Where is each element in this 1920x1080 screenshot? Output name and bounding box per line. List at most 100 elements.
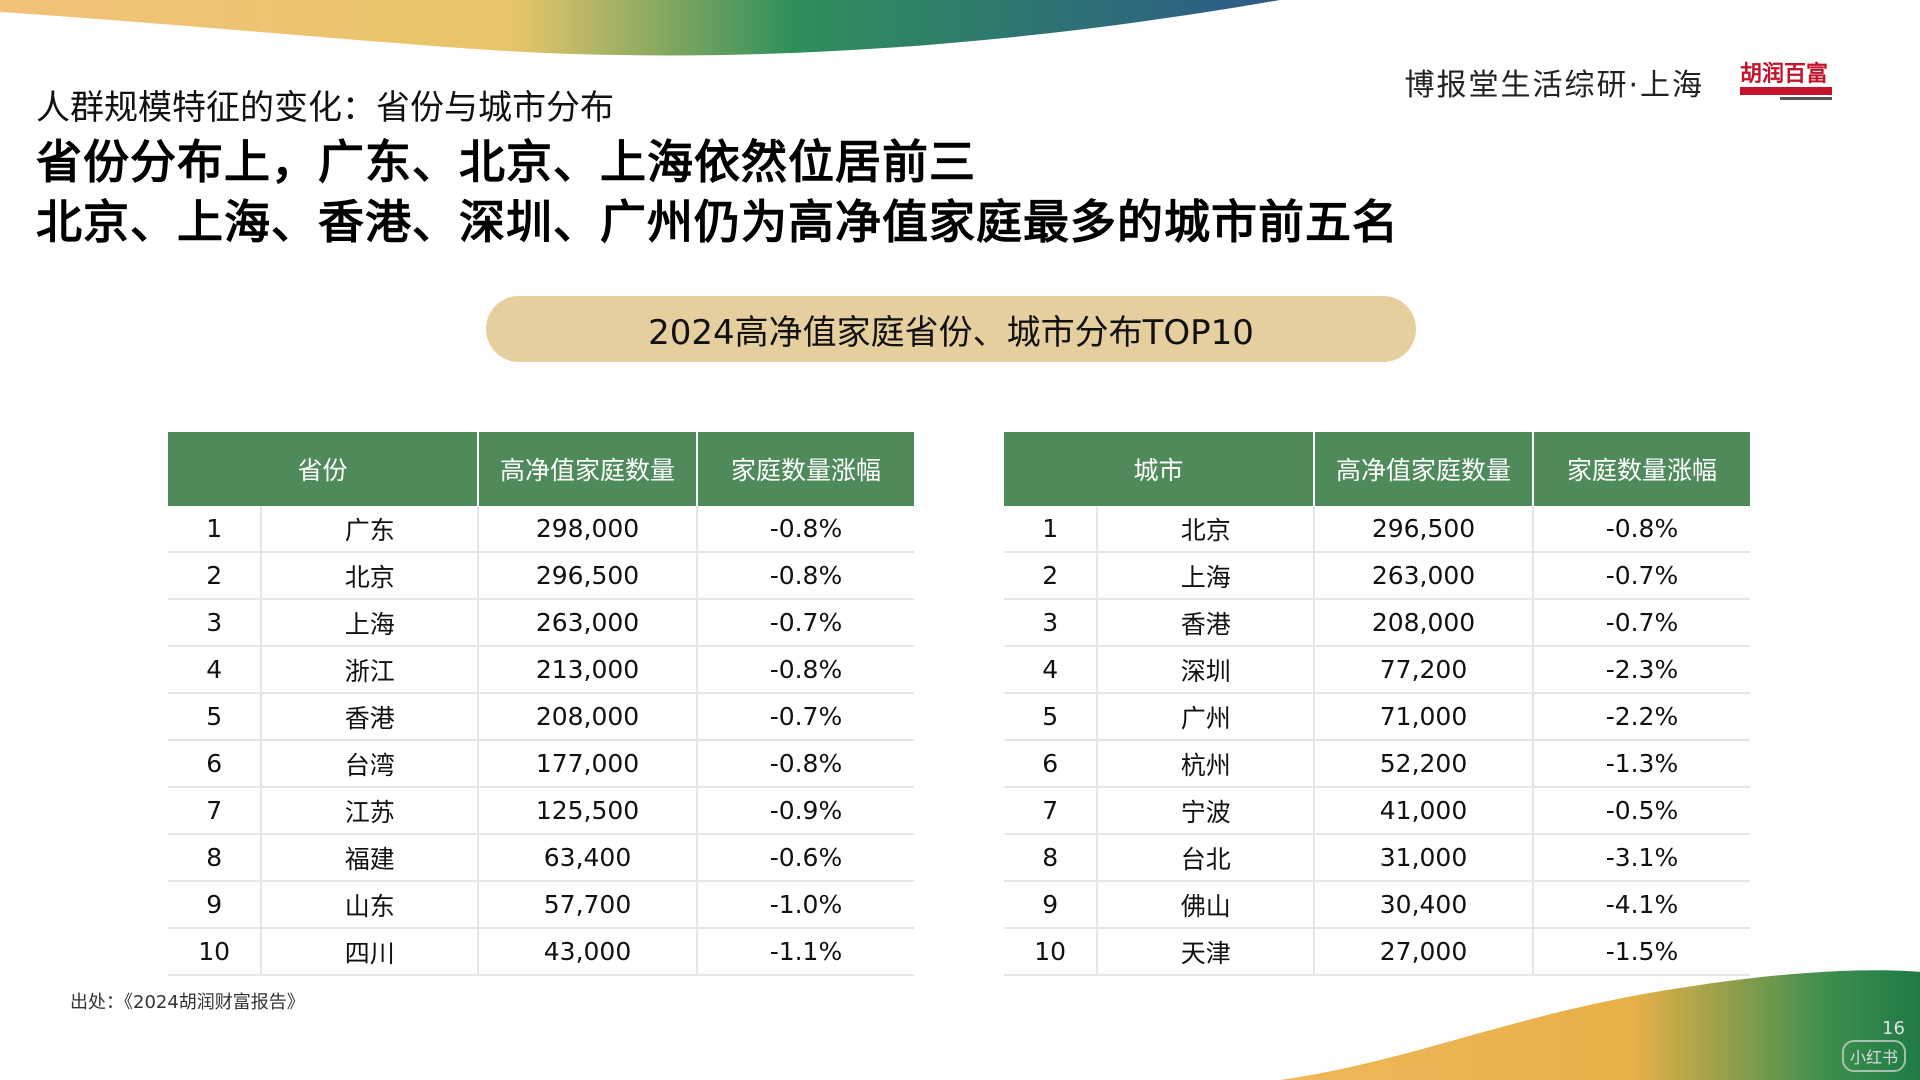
count-cell: 177,000 (478, 740, 698, 788)
name-cell: 佛山 (1097, 881, 1316, 929)
name-cell: 深圳 (1097, 646, 1316, 694)
table-row: 7 江苏 125,500 -0.9% (168, 787, 914, 835)
city-table: 城市 高净值家庭数量 家庭数量涨幅 1 北京 296,500 -0.8% 2 上海 263,… (1004, 432, 1750, 976)
count-cell: 296,500 (1314, 506, 1534, 553)
svg-text:胡润百富: 胡润百富 (1740, 61, 1828, 87)
rank-cell: 1 (1004, 506, 1099, 553)
count-cell: 71,000 (1314, 693, 1534, 741)
headline-provinces: 省份分布上，广东、北京、上海依然位居前三 (36, 135, 976, 189)
rank-cell: 7 (168, 787, 263, 835)
rank-cell: 3 (168, 599, 263, 647)
table-row: 8 台北 31,000 -3.1% (1004, 834, 1750, 882)
name-cell: 山东 (261, 881, 480, 929)
rank-cell: 8 (168, 834, 263, 882)
headline-cities: 北京、上海、香港、深圳、广州仍为高净值家庭最多的城市前五名 (36, 195, 1399, 249)
brand-name: 博报堂生活综研·上海 (1404, 68, 1704, 103)
name-cell: 宁波 (1097, 787, 1316, 835)
count-cell: 213,000 (478, 646, 698, 694)
name-cell: 北京 (261, 552, 480, 600)
table-row: 2 上海 263,000 -0.7% (1004, 552, 1750, 600)
table-row: 9 山东 57,700 -1.0% (168, 881, 914, 929)
change-cell: -0.7% (1532, 552, 1750, 600)
table-row: 7 宁波 41,000 -0.5% (1004, 787, 1750, 835)
name-cell: 天津 (1097, 928, 1316, 976)
brand-header: 博报堂生活综研·上海 胡润百富 (1404, 60, 1840, 104)
table-row: 6 台湾 177,000 -0.8% (168, 740, 914, 788)
change-cell: -0.7% (696, 599, 914, 647)
change-cell: -2.2% (1532, 693, 1750, 741)
province-table-header: 省份 高净值家庭数量 家庭数量涨幅 (168, 432, 914, 506)
header-city: 城市 (1004, 432, 1316, 506)
province-table: 省份 高净值家庭数量 家庭数量涨幅 1 广东 298,000 -0.8% 2 北京 296,… (168, 432, 914, 976)
name-cell: 浙江 (261, 646, 480, 694)
table-row: 3 香港 208,000 -0.7% (1004, 599, 1750, 647)
name-cell: 台北 (1097, 834, 1316, 882)
count-cell: 31,000 (1314, 834, 1534, 882)
count-cell: 208,000 (1314, 599, 1534, 647)
rank-cell: 9 (168, 881, 263, 929)
header-province: 省份 (168, 432, 480, 506)
table-row: 1 北京 296,500 -0.8% (1004, 506, 1750, 553)
table-row: 9 佛山 30,400 -4.1% (1004, 881, 1750, 929)
change-cell: -0.8% (696, 506, 914, 553)
change-cell: -0.7% (1532, 599, 1750, 647)
count-cell: 41,000 (1314, 787, 1534, 835)
rank-cell: 5 (168, 693, 263, 741)
table-row: 10 四川 43,000 -1.1% (168, 928, 914, 976)
bottom-wave (1280, 970, 1920, 1080)
table-row: 4 深圳 77,200 -2.3% (1004, 646, 1750, 694)
count-cell: 125,500 (478, 787, 698, 835)
count-cell: 52,200 (1314, 740, 1534, 788)
header-hnw-count: 高净值家庭数量 (1314, 432, 1534, 506)
count-cell: 208,000 (478, 693, 698, 741)
rank-cell: 5 (1004, 693, 1099, 741)
change-cell: -1.1% (696, 928, 914, 976)
page-number: 16 (1882, 1018, 1905, 1039)
table-row: 6 杭州 52,200 -1.3% (1004, 740, 1750, 788)
rank-cell: 8 (1004, 834, 1099, 882)
banner-title: 2024高净值家庭省份、城市分布TOP10 (648, 312, 1254, 353)
top-wave (0, 0, 1280, 56)
name-cell: 广东 (261, 506, 480, 553)
city-table-header: 城市 高净值家庭数量 家庭数量涨幅 (1004, 432, 1750, 506)
count-cell: 30,400 (1314, 881, 1534, 929)
name-cell: 广州 (1097, 693, 1316, 741)
rank-cell: 4 (1004, 646, 1099, 694)
rank-cell: 10 (1004, 928, 1099, 976)
table-row: 8 福建 63,400 -0.6% (168, 834, 914, 882)
rank-cell: 9 (1004, 881, 1099, 929)
header-hnw-count: 高净值家庭数量 (478, 432, 698, 506)
hurun-logo: 胡润百富 (1740, 61, 1832, 100)
change-cell: -1.0% (696, 881, 914, 929)
change-cell: -0.7% (696, 693, 914, 741)
name-cell: 北京 (1097, 506, 1316, 553)
count-cell: 298,000 (478, 506, 698, 553)
header-growth: 家庭数量涨幅 (1532, 432, 1750, 506)
change-cell: -2.3% (1532, 646, 1750, 694)
table-row: 2 北京 296,500 -0.8% (168, 552, 914, 600)
rank-cell: 6 (168, 740, 263, 788)
change-cell: -0.8% (696, 740, 914, 788)
change-cell: -3.1% (1532, 834, 1750, 882)
change-cell: -0.8% (1532, 506, 1750, 553)
rank-cell: 3 (1004, 599, 1099, 647)
header-growth: 家庭数量涨幅 (696, 432, 914, 506)
table-row: 1 广东 298,000 -0.8% (168, 506, 914, 553)
rank-cell: 4 (168, 646, 263, 694)
table-row: 4 浙江 213,000 -0.8% (168, 646, 914, 694)
change-cell: -0.9% (696, 787, 914, 835)
count-cell: 263,000 (478, 599, 698, 647)
rank-cell: 1 (168, 506, 263, 553)
change-cell: -4.1% (1532, 881, 1750, 929)
table-row: 5 香港 208,000 -0.7% (168, 693, 914, 741)
count-cell: 63,400 (478, 834, 698, 882)
name-cell: 江苏 (261, 787, 480, 835)
source-note: 出处：《2024胡润财富报告》 (70, 992, 305, 1013)
rank-cell: 2 (168, 552, 263, 600)
table-row: 10 天津 27,000 -1.5% (1004, 928, 1750, 976)
name-cell: 香港 (1097, 599, 1316, 647)
change-cell: -0.8% (696, 646, 914, 694)
change-cell: -0.5% (1532, 787, 1750, 835)
section-subtitle: 人群规模特征的变化：省份与城市分布 (36, 88, 614, 128)
change-cell: -1.5% (1532, 928, 1750, 976)
